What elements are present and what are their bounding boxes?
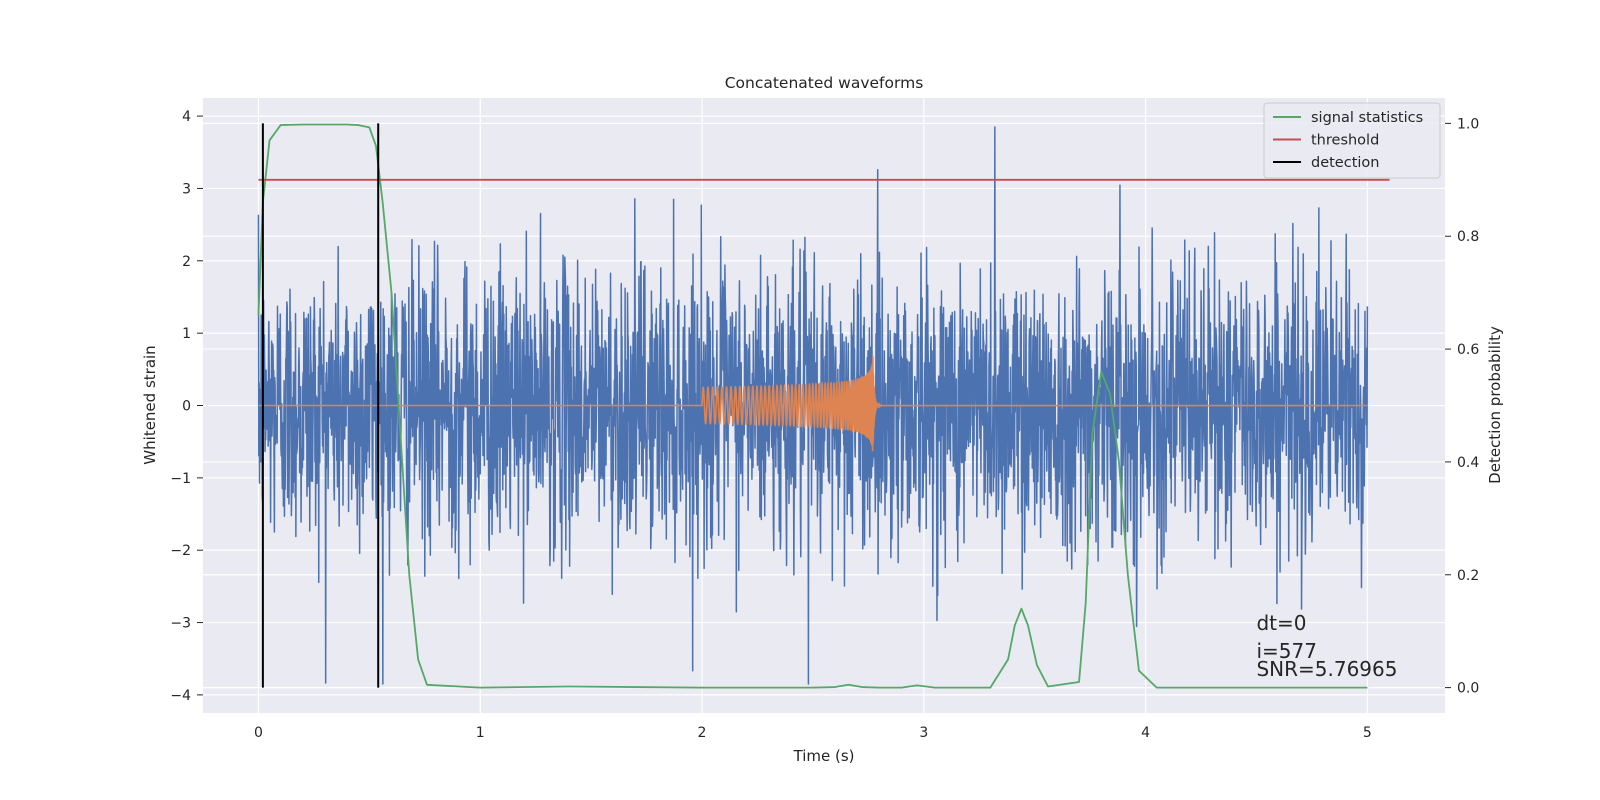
x-tick-label: 2 xyxy=(698,725,707,741)
y-tick-label-right: 0.0 xyxy=(1457,681,1479,697)
x-tick-label: 5 xyxy=(1363,725,1372,741)
series-layer xyxy=(257,123,1390,689)
strain-noise-line xyxy=(257,126,1369,685)
x-tick-label: 3 xyxy=(919,725,928,741)
x-axis-label: Time (s) xyxy=(793,747,855,765)
annotation-i: i=577 xyxy=(1256,639,1317,663)
annotation-snr: SNR=5.76965 xyxy=(1256,657,1397,681)
y-tick-label-right: 0.6 xyxy=(1457,342,1479,358)
y-tick-label-left: −2 xyxy=(170,543,191,559)
y-tick-label-left: 0 xyxy=(182,399,191,415)
x-tick-label: 0 xyxy=(254,725,263,741)
y-tick-label-right: 1.0 xyxy=(1457,116,1479,132)
y-tick-label-right: 0.2 xyxy=(1457,568,1479,584)
bottom-axis-ticks: 0 1 2 3 4 5 xyxy=(254,725,1372,741)
y-tick-label-left: −4 xyxy=(170,688,191,704)
y-tick-label-left: 4 xyxy=(182,109,191,125)
annotation-dt: dt=0 xyxy=(1256,611,1306,635)
left-axis-ticks: −4 −3 −2 −1 0 1 2 3 4 xyxy=(170,109,203,704)
y-tick-label-right: 0.4 xyxy=(1457,455,1479,471)
annotation: dt=0 i=577 SNR=5.76965 xyxy=(1256,611,1397,681)
legend: signal statistics threshold detection xyxy=(1263,102,1441,179)
y-tick-label-left: 3 xyxy=(182,181,191,197)
legend-label: threshold xyxy=(1311,133,1379,149)
legend-label: signal statistics xyxy=(1311,110,1423,126)
y-tick-label-left: 1 xyxy=(182,326,191,342)
template-chirp-line xyxy=(258,355,1368,452)
y-tick-label-right: 0.8 xyxy=(1457,229,1479,245)
y-axis-label-right: Detection probability xyxy=(1486,326,1504,484)
y-tick-label-left: −3 xyxy=(170,616,191,632)
x-tick-label: 4 xyxy=(1141,725,1150,741)
legend-label: detection xyxy=(1311,155,1379,171)
chart-title: Concatenated waveforms xyxy=(725,74,924,92)
y-tick-label-left: 2 xyxy=(182,254,191,270)
x-tick-label: 1 xyxy=(476,725,485,741)
right-axis-ticks: 0.0 0.2 0.4 0.6 0.8 1.0 xyxy=(1445,116,1479,697)
y-axis-label-left: Whitened strain xyxy=(141,345,159,464)
signal-statistics-line xyxy=(257,123,1368,689)
legend-box xyxy=(1263,102,1441,179)
y-tick-label-left: −1 xyxy=(170,471,191,487)
